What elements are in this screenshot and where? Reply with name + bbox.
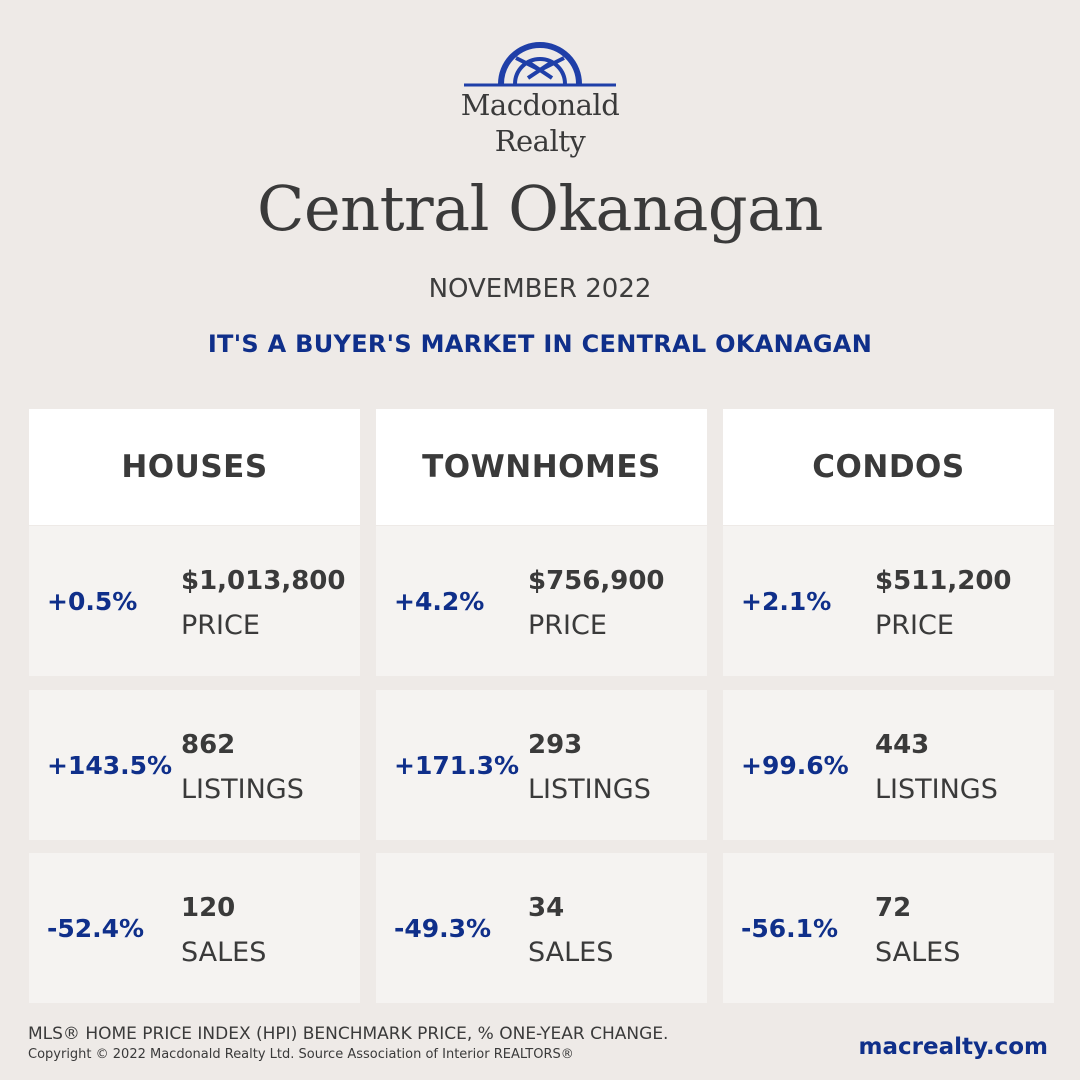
stat-card-price: +4.2% $756,900 PRICE — [376, 526, 707, 676]
stat-change: -49.3% — [394, 913, 492, 943]
stat-change: +4.2% — [394, 586, 485, 616]
stat-value: $1,013,800 — [181, 566, 346, 596]
brand-name-line1: Macdonald — [460, 88, 620, 122]
arch-logo-icon — [464, 42, 616, 87]
market-headline: IT'S A BUYER'S MARKET IN CENTRAL OKANAGA… — [207, 330, 873, 358]
stat-label: PRICE — [875, 610, 954, 641]
stat-label: PRICE — [181, 610, 260, 641]
stat-change: +143.5% — [47, 750, 173, 780]
copyright-text: Copyright © 2022 Macdonald Realty Ltd. S… — [28, 1047, 574, 1062]
stat-card-price: +0.5% $1,013,800 PRICE — [29, 526, 360, 676]
stat-label: SALES — [875, 937, 961, 968]
houses-column: HOUSES +0.5% $1,013,800 PRICE +143.5% 86… — [29, 409, 360, 1003]
stat-card-listings: +99.6% 443 LISTINGS — [723, 690, 1054, 840]
stat-change: +99.6% — [741, 750, 849, 780]
stat-label: LISTINGS — [528, 774, 651, 805]
brand-name-line2: Realty — [494, 124, 586, 158]
stat-value: $756,900 — [528, 566, 665, 596]
stat-value: 120 — [181, 893, 236, 923]
stat-change: -56.1% — [741, 913, 839, 943]
stat-value: 34 — [528, 893, 565, 923]
brand-logo: Macdonald Realty — [440, 40, 640, 165]
stat-card-sales: -49.3% 34 SALES — [376, 853, 707, 1003]
report-period: NOVEMBER 2022 — [428, 274, 652, 304]
column-header-townhomes: TOWNHOMES — [376, 409, 707, 525]
stat-label: PRICE — [528, 610, 607, 641]
stat-card-listings: +171.3% 293 LISTINGS — [376, 690, 707, 840]
stat-label: SALES — [181, 937, 267, 968]
methodology-note: MLS® HOME PRICE INDEX (HPI) BENCHMARK PR… — [28, 1024, 669, 1044]
stat-value: 443 — [875, 730, 930, 760]
stat-value: 862 — [181, 730, 236, 760]
stat-label: SALES — [528, 937, 614, 968]
condos-column: CONDOS +2.1% $511,200 PRICE +99.6% 443 L… — [723, 409, 1054, 1003]
townhomes-column: TOWNHOMES +4.2% $756,900 PRICE +171.3% 2… — [376, 409, 707, 1003]
stat-label: LISTINGS — [875, 774, 998, 805]
stat-card-sales: -56.1% 72 SALES — [723, 853, 1054, 1003]
stat-value: $511,200 — [875, 566, 1012, 596]
stat-change: +2.1% — [741, 586, 832, 616]
stat-card-price: +2.1% $511,200 PRICE — [723, 526, 1054, 676]
stat-card-listings: +143.5% 862 LISTINGS — [29, 690, 360, 840]
stat-value: 72 — [875, 893, 912, 923]
stat-label: LISTINGS — [181, 774, 304, 805]
stat-card-sales: -52.4% 120 SALES — [29, 853, 360, 1003]
region-title: Central Okanagan — [257, 172, 823, 245]
column-header-condos: CONDOS — [723, 409, 1054, 525]
website-link[interactable]: macrealty.com — [858, 1034, 1048, 1060]
stat-value: 293 — [528, 730, 583, 760]
stat-change: -52.4% — [47, 913, 145, 943]
column-header-houses: HOUSES — [29, 409, 360, 525]
stat-change: +0.5% — [47, 586, 138, 616]
stat-change: +171.3% — [394, 750, 520, 780]
